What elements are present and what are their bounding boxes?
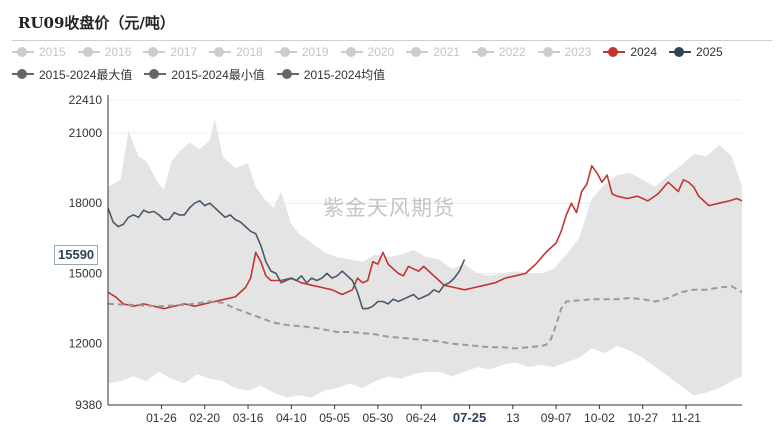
legend-label: 2022	[498, 45, 526, 59]
title-divider	[12, 40, 772, 41]
legend-item-2023[interactable]: 2023	[537, 43, 592, 61]
legend-label: 2015-2024均值	[303, 67, 386, 82]
x-tick-label: 10-02	[584, 411, 615, 425]
legend-label: 2023	[564, 45, 592, 59]
current-value-label: 15590	[54, 245, 99, 265]
x-tick-label: 02-20	[189, 411, 220, 425]
x-tick-label: 03-16	[233, 411, 264, 425]
legend-item-2020[interactable]: 2020	[340, 43, 395, 61]
legend-marker-icon	[340, 45, 363, 59]
band-layer	[108, 119, 742, 398]
x-tick-label: 06-24	[406, 411, 437, 425]
legend-item-2015-2024最大值[interactable]: 2015-2024最大值	[12, 65, 132, 83]
legend-item-2021[interactable]: 2021	[406, 43, 460, 61]
legend-label: 2019	[301, 45, 329, 59]
axes-layer: 9380 12000 15000 18000 21000 22410 01-26 02-20 0…	[69, 93, 742, 425]
x-tick-label: 05-30	[363, 411, 394, 425]
legend-marker-icon	[669, 45, 692, 59]
x-tick-label: 07-25	[453, 410, 486, 425]
legend-item-2016[interactable]: 2016	[77, 43, 132, 61]
legend-label: 2018	[236, 45, 263, 59]
x-tick-label: 05-05	[319, 411, 350, 425]
legend-marker-icon	[274, 45, 297, 59]
legend-marker-icon	[12, 67, 34, 81]
chart-title: RU09收盘价（元/吨）	[18, 14, 175, 32]
legend-item-2015-2024均值[interactable]: 2015-2024均值	[276, 65, 386, 83]
legend-item-2019[interactable]: 2019	[274, 43, 329, 61]
legend-item-2018[interactable]: 2018	[209, 43, 263, 61]
legend-label: 2015-2024最大值	[39, 67, 133, 82]
y-tick-label: 21000	[69, 126, 103, 140]
y-tick-label: 18000	[69, 196, 103, 210]
watermark: 紫金天风期货	[323, 196, 455, 220]
legend-label: 2024	[630, 45, 658, 59]
legend-item-2024[interactable]: 2024	[603, 43, 657, 61]
legend-label: 2020	[367, 45, 395, 59]
legend-label: 2015-2024最小值	[171, 67, 265, 82]
x-tick-label: 13	[506, 411, 520, 425]
x-tick-label: 09-07	[541, 411, 572, 425]
min-max-band	[108, 119, 742, 398]
legend-item-2015[interactable]: 2015	[12, 43, 66, 61]
legend-item-2022[interactable]: 2022	[471, 43, 526, 61]
legend-item-2025[interactable]: 2025	[669, 43, 723, 61]
series-layer	[107, 165, 743, 350]
legend-marker-icon	[406, 45, 429, 59]
legend-years: 2015 2016 2017 2018 2019 2020 2021 2022 2023 2024…	[12, 43, 735, 61]
legend-label: 2016	[104, 45, 132, 59]
legend-stats: 2015-2024最大值 2015-2024最小值 2015-2024均值	[12, 65, 397, 83]
legend-item-2017[interactable]: 2017	[143, 43, 197, 61]
legend-marker-icon	[77, 45, 100, 59]
legend-label: 2017	[170, 45, 198, 59]
x-tick-label: 11-21	[671, 411, 701, 425]
legend-marker-icon	[471, 45, 494, 59]
legend-marker-icon	[603, 45, 626, 59]
legend-label: 2025	[696, 45, 723, 59]
legend-label: 2021	[433, 45, 460, 59]
legend-marker-icon	[276, 67, 299, 81]
y-tick-label: 15000	[69, 266, 103, 280]
y-tick-label: 22410	[69, 93, 103, 107]
legend-item-2015-2024最小值[interactable]: 2015-2024最小值	[144, 65, 265, 83]
x-tick-label: 04-10	[276, 411, 307, 425]
y-tick-label: 9380	[75, 398, 102, 412]
legend-marker-icon	[144, 67, 167, 81]
legend-label: 2015	[39, 45, 66, 59]
series-line-2025	[107, 200, 466, 310]
legend-marker-icon	[12, 45, 34, 59]
legend-marker-icon	[143, 45, 166, 59]
legend-marker-icon	[209, 45, 232, 59]
y-tick-label: 12000	[69, 337, 103, 351]
legend-marker-icon	[537, 45, 560, 59]
x-tick-label: 10-27	[627, 411, 658, 425]
x-tick-label: 01-26	[146, 411, 177, 425]
series-line-2024	[107, 165, 743, 310]
